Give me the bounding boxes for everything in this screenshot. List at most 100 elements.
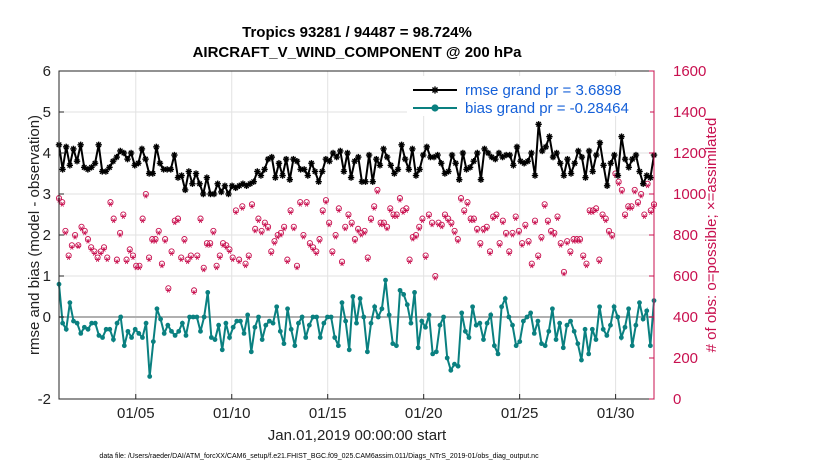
- rmse-point: [182, 186, 189, 194]
- y-left-tick-label: 0: [43, 309, 51, 326]
- obs-assimilated-point: [143, 193, 149, 199]
- obs-assimilated-point: [191, 289, 197, 295]
- rmse-point: [567, 170, 575, 177]
- obs-assimilated-point: [564, 240, 570, 246]
- obs-assimilated-point: [368, 218, 374, 224]
- obs-assimilated-point: [606, 230, 612, 236]
- y-right-tick-label: 1600: [673, 63, 706, 80]
- bias-point: [132, 326, 138, 332]
- bias-point: [615, 314, 621, 320]
- y-right-tick-label: 0: [673, 391, 681, 408]
- bias-point: [517, 339, 523, 344]
- y-left-tick-label: 4: [43, 145, 51, 162]
- obs-assimilated-point: [197, 218, 204, 224]
- obs-assimilated-point: [567, 250, 573, 256]
- obs-assimilated-point: [551, 232, 557, 238]
- bias-point: [629, 343, 635, 349]
- bias-point: [198, 328, 203, 334]
- bias-point: [248, 349, 254, 355]
- rmse-point: [409, 145, 416, 153]
- bias-point: [401, 292, 407, 297]
- rmse-point: [304, 172, 312, 179]
- obs-assimilated-point: [644, 183, 651, 189]
- rmse-point: [629, 155, 636, 163]
- obs-assimilated-point: [249, 203, 255, 209]
- bias-point: [89, 320, 95, 326]
- y-right-tick-label: 600: [673, 268, 698, 285]
- obs-assimilated-point: [66, 255, 72, 261]
- bias-point: [386, 312, 392, 318]
- bias-point: [488, 312, 494, 318]
- rmse-point: [365, 151, 373, 159]
- bias-point: [357, 296, 363, 301]
- obs-assimilated-point: [632, 189, 638, 195]
- bias-point: [140, 335, 145, 340]
- rmse-point: [63, 143, 70, 151]
- obs-assimilated-point: [236, 259, 242, 265]
- y-right-tick-label: 200: [673, 350, 698, 367]
- bias-point: [303, 335, 309, 340]
- bias-point: [604, 333, 610, 338]
- obs-assimilated-point: [307, 242, 313, 248]
- bias-point: [633, 322, 639, 328]
- bias-point: [361, 314, 367, 320]
- rmse-point: [470, 158, 477, 165]
- obs-assimilated-point: [152, 238, 159, 244]
- rmse-point: [319, 168, 326, 175]
- y-right-tick-label: 400: [673, 309, 698, 326]
- obs-assimilated-point: [297, 201, 303, 207]
- obs-assimilated-point: [185, 259, 191, 265]
- bias-point: [535, 318, 541, 324]
- obs-assimilated-point: [101, 246, 107, 252]
- obs-assimilated-point: [638, 193, 644, 199]
- bias-point: [299, 314, 305, 320]
- rmse-point: [607, 160, 614, 167]
- bias-point: [136, 331, 142, 336]
- bias-point: [150, 339, 156, 344]
- obs-assimilated-point: [529, 263, 535, 269]
- obs-assimilated-point: [352, 238, 358, 244]
- rmse-point: [347, 174, 355, 181]
- bias-point: [274, 304, 280, 310]
- bias-point: [491, 343, 497, 349]
- bias-point: [176, 328, 182, 334]
- bias-point: [63, 326, 69, 332]
- obs-assimilated-point: [123, 259, 130, 265]
- obs-assimilated-point: [593, 207, 599, 213]
- obs-assimilated-point: [429, 222, 435, 228]
- obs-assimilated-point: [62, 230, 69, 236]
- rmse-point: [647, 174, 654, 181]
- obs-assimilated-point: [484, 226, 490, 232]
- bias-point: [470, 304, 475, 310]
- obs-assimilated-point: [239, 205, 245, 211]
- bias-point: [245, 312, 251, 318]
- rmse-point: [311, 168, 319, 175]
- bias-point: [259, 337, 265, 342]
- obs-assimilated-point: [287, 209, 294, 215]
- obs-assimilated-point: [387, 207, 393, 213]
- bias-point: [107, 326, 113, 332]
- obs-assimilated-point: [525, 240, 532, 246]
- bias-point: [288, 326, 294, 332]
- x-tick-label: 01/30: [597, 405, 635, 422]
- obs-assimilated-point: [355, 228, 361, 234]
- rmse-point: [153, 143, 160, 151]
- obs-assimilated-point: [69, 244, 75, 250]
- rmse-point: [600, 162, 607, 169]
- obs-assimilated-point: [98, 250, 104, 256]
- bias-point: [321, 320, 327, 326]
- y-right-tick-label: 1000: [673, 186, 706, 203]
- obs-assimilated-point: [194, 255, 200, 261]
- rmse-point: [113, 153, 120, 161]
- bias-point: [285, 306, 290, 312]
- rmse-point: [445, 168, 452, 175]
- rmse-point: [484, 149, 492, 157]
- bias-point: [187, 314, 193, 320]
- rmse-point: [167, 166, 174, 173]
- obs-assimilated-point: [107, 201, 114, 207]
- bias-point: [270, 320, 276, 326]
- bias-point: [586, 351, 592, 357]
- legend: rmse grand pr = 3.6898 bias grand pr = -…: [407, 76, 650, 117]
- bias-point: [74, 320, 80, 326]
- rmse-point: [250, 178, 257, 185]
